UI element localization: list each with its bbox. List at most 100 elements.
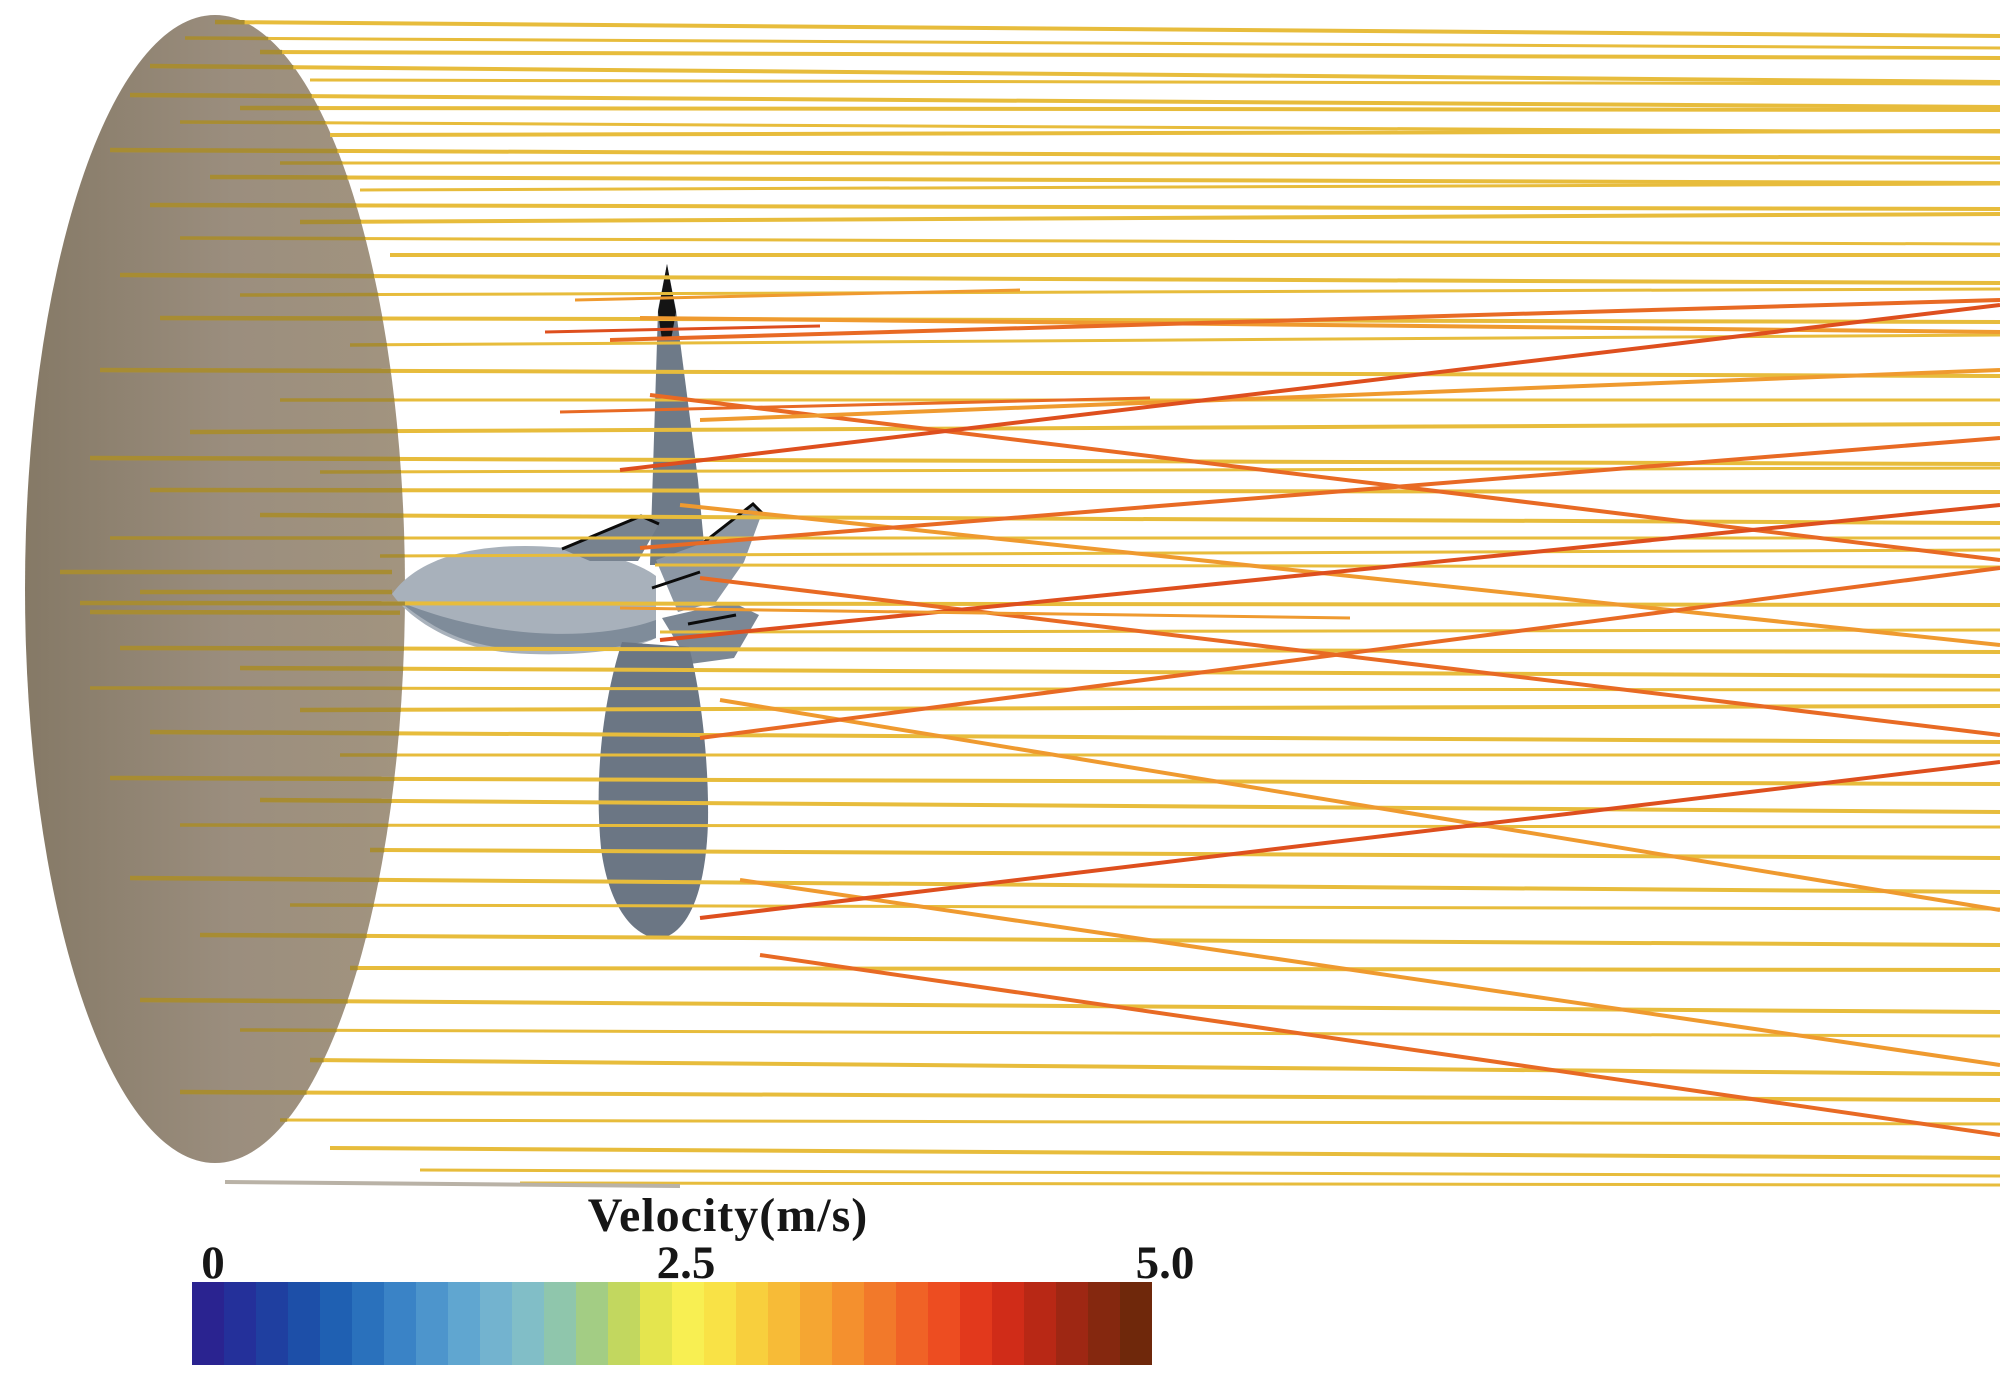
colorbar-block bbox=[416, 1282, 448, 1365]
wake-streamline bbox=[699, 566, 2000, 740]
streamlines-group bbox=[60, 19, 2000, 1188]
streamline bbox=[209, 175, 2000, 185]
streamline-on-disc bbox=[109, 775, 395, 782]
streamline bbox=[259, 513, 2000, 525]
wake-streamline bbox=[699, 576, 2000, 737]
colorbar-block bbox=[1024, 1282, 1056, 1365]
streamline-on-disc bbox=[149, 63, 294, 70]
streamline-on-disc bbox=[139, 997, 348, 1004]
streamline bbox=[519, 1181, 2000, 1187]
colorbar-block bbox=[256, 1282, 288, 1365]
inlet-disc bbox=[25, 15, 405, 1163]
streamline bbox=[279, 1118, 2000, 1126]
streamline-on-disc bbox=[119, 645, 404, 651]
streamline bbox=[239, 1028, 2000, 1038]
streamline-on-disc bbox=[89, 455, 400, 462]
streamline-on-disc bbox=[149, 729, 400, 736]
colorbar-block bbox=[224, 1282, 256, 1365]
streamline bbox=[419, 1168, 2000, 1178]
streamline-on-disc bbox=[179, 120, 326, 125]
colorbar-block bbox=[1088, 1282, 1120, 1365]
streamline bbox=[289, 903, 2000, 911]
colorbar-block bbox=[544, 1282, 576, 1365]
streamline bbox=[149, 203, 2000, 211]
colorbar-block bbox=[800, 1282, 832, 1365]
colorbar-block bbox=[640, 1282, 672, 1365]
extra-streamline bbox=[224, 1180, 681, 1188]
colorbar-block bbox=[1056, 1282, 1088, 1365]
streamline bbox=[179, 1090, 2000, 1102]
colorbar-block bbox=[736, 1282, 768, 1365]
streamline-on-disc bbox=[199, 932, 367, 939]
colorbar-block bbox=[576, 1282, 608, 1365]
wake-streamline bbox=[699, 368, 2000, 422]
streamline bbox=[319, 466, 2000, 474]
turbine-nacelle-shade bbox=[400, 602, 656, 651]
colorbar-block bbox=[928, 1282, 960, 1365]
colorbar-block bbox=[704, 1282, 736, 1365]
streamline bbox=[239, 666, 2000, 678]
streamline-on-disc bbox=[99, 367, 391, 374]
streamline bbox=[359, 182, 2000, 192]
streamline-on-disc bbox=[189, 428, 398, 435]
legend-title: Velocity(m/s) bbox=[587, 1189, 869, 1242]
turbine-right-blade bbox=[656, 504, 762, 612]
colorbar-block bbox=[768, 1282, 800, 1365]
streamline bbox=[119, 273, 2000, 285]
colorbar-tick-max: 5.0 bbox=[1135, 1237, 1195, 1289]
streamline-on-disc bbox=[239, 665, 404, 671]
wake-streamline bbox=[739, 878, 2000, 1067]
wake-streamline bbox=[619, 606, 1351, 620]
streamline bbox=[309, 1058, 2000, 1076]
streamline bbox=[184, 36, 2000, 50]
streamline bbox=[239, 106, 2000, 112]
colorbar-block bbox=[288, 1282, 320, 1365]
wake-streamline bbox=[699, 760, 2000, 920]
streamline bbox=[179, 823, 2000, 829]
wake-streamline bbox=[574, 288, 1021, 302]
streamline-on-disc bbox=[259, 512, 404, 518]
streamline-on-disc bbox=[129, 875, 380, 883]
streamline bbox=[99, 368, 2000, 378]
streamline-on-disc bbox=[259, 797, 392, 804]
colorbar-block bbox=[352, 1282, 384, 1365]
streamline bbox=[659, 628, 2000, 634]
streamline bbox=[189, 422, 2000, 434]
streamline bbox=[179, 236, 2000, 246]
wake-streamline bbox=[609, 298, 2000, 342]
streamline bbox=[119, 646, 2000, 654]
colorbar bbox=[192, 1282, 1152, 1365]
streamline bbox=[199, 933, 2000, 947]
streamline bbox=[654, 563, 2000, 569]
blade-edge-line bbox=[702, 502, 764, 545]
streamline-on-disc bbox=[179, 236, 366, 241]
streamline-on-disc bbox=[129, 92, 312, 99]
streamline bbox=[129, 93, 2000, 109]
streamline bbox=[379, 548, 2000, 558]
hub-accent-line-2 bbox=[687, 613, 737, 626]
colorbar-block bbox=[512, 1282, 544, 1365]
colorbar-block bbox=[1120, 1282, 1152, 1365]
streamline bbox=[149, 730, 2000, 744]
streamline bbox=[139, 998, 2000, 1014]
colorbar-block bbox=[896, 1282, 928, 1365]
streamline bbox=[329, 1146, 2000, 1160]
colorbar-block bbox=[480, 1282, 512, 1365]
streamline bbox=[129, 876, 2000, 894]
colorbar-block bbox=[832, 1282, 864, 1365]
streamline bbox=[299, 212, 2000, 224]
colorbar-tick-mid: 2.5 bbox=[656, 1237, 716, 1289]
colorbar-block bbox=[608, 1282, 640, 1365]
colorbar-block bbox=[448, 1282, 480, 1365]
streamline bbox=[149, 488, 2000, 494]
streamline bbox=[149, 64, 2000, 84]
streamline bbox=[259, 50, 2000, 60]
colorbar-block bbox=[192, 1282, 224, 1365]
wake-streamline bbox=[639, 436, 2000, 550]
wake-streamline bbox=[559, 396, 1151, 414]
wake-streamline bbox=[619, 303, 2000, 472]
wake-streamline bbox=[719, 698, 2000, 912]
wake-streamline bbox=[649, 393, 2000, 562]
colorbar-block bbox=[992, 1282, 1024, 1365]
